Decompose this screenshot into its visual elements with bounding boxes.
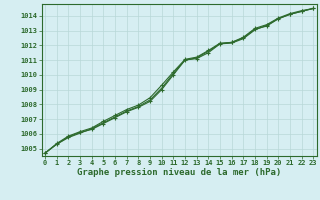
X-axis label: Graphe pression niveau de la mer (hPa): Graphe pression niveau de la mer (hPa) <box>77 168 281 177</box>
